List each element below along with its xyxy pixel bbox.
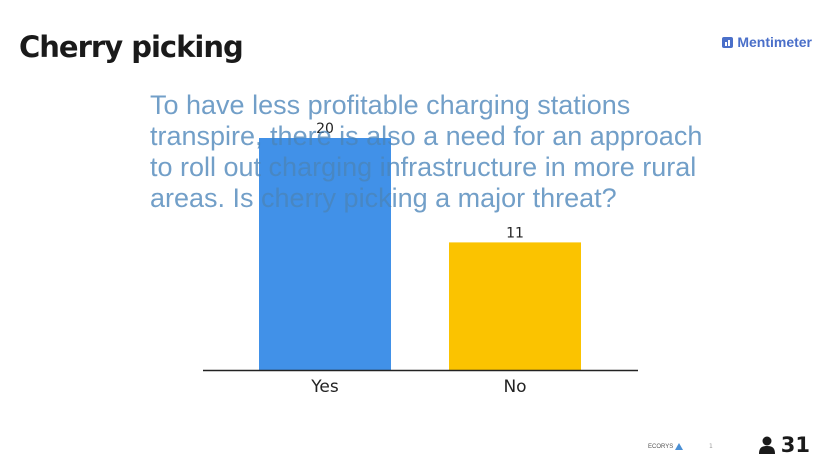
question-text: To have less profitable charging station…	[150, 90, 703, 213]
triangle-icon	[675, 443, 684, 450]
category-label-yes: Yes	[310, 377, 339, 397]
ecorys-logo: ECORYS	[648, 443, 684, 450]
person-icon	[758, 436, 775, 454]
mentimeter-logo: Mentimeter	[722, 34, 812, 50]
page-marker: 1	[709, 443, 713, 450]
category-label-no: No	[503, 377, 526, 397]
participant-number: 31	[780, 433, 810, 457]
slide-title: Cherry picking	[19, 30, 244, 64]
brand-name: Mentimeter	[737, 34, 812, 50]
bar-no	[449, 242, 581, 370]
bar-value-yes: 20	[316, 121, 334, 137]
bar-yes	[259, 138, 391, 370]
participant-count: 31	[757, 433, 810, 457]
ecorys-label: ECORYS	[648, 443, 674, 450]
bar-chart-icon	[722, 36, 734, 48]
bar-value-no: 11	[506, 225, 524, 241]
